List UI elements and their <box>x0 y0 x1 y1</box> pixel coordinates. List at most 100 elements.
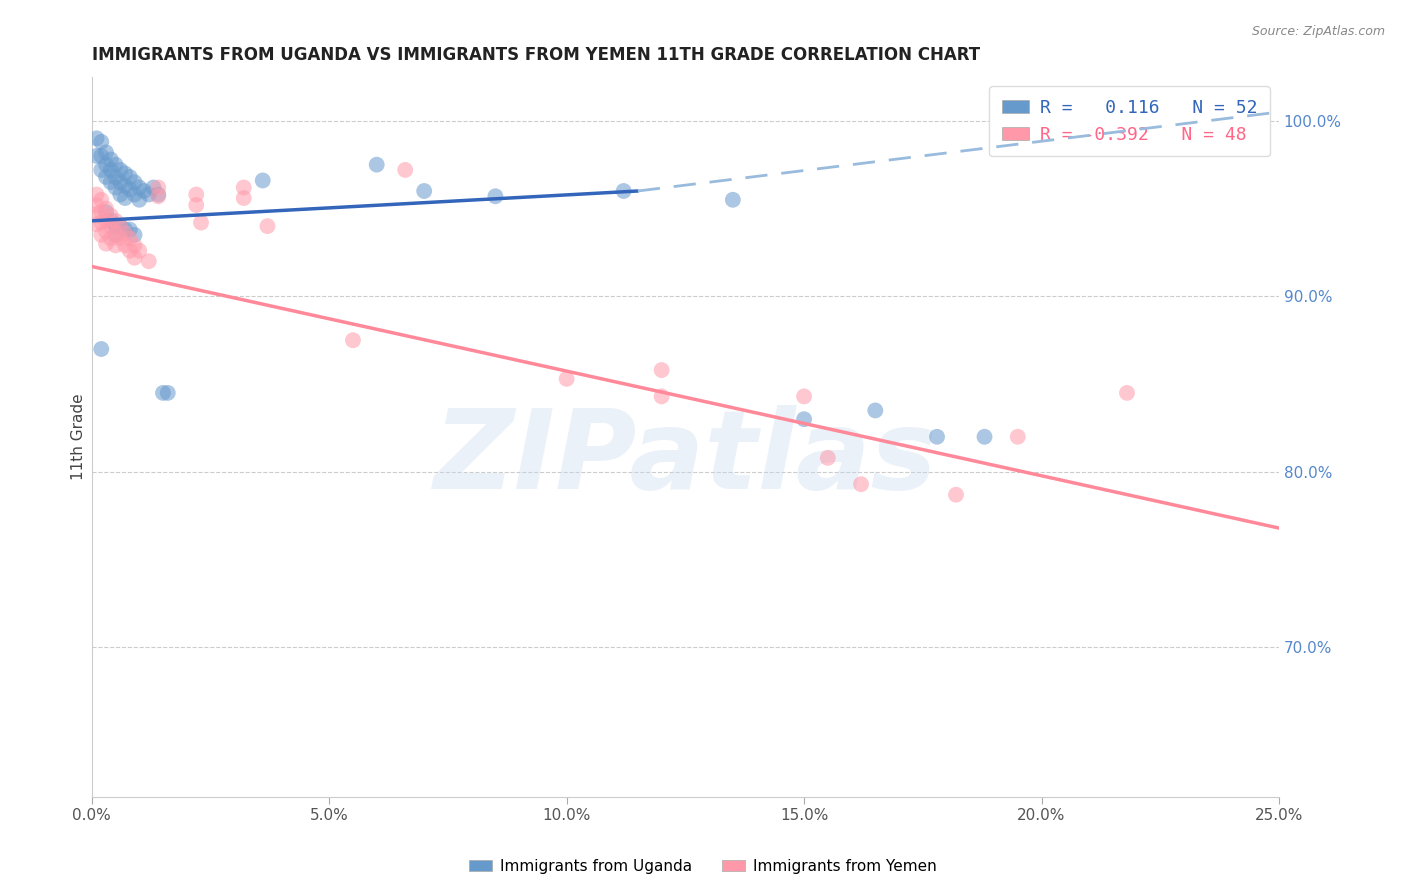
Point <box>100 231 122 245</box>
Point <box>94 158 117 172</box>
Point <box>104 226 127 240</box>
Point <box>118 231 141 245</box>
Point <box>90 227 112 242</box>
Point <box>114 166 136 180</box>
Point <box>142 180 165 194</box>
Point <box>104 180 127 194</box>
Point <box>104 158 127 172</box>
Point <box>114 226 136 240</box>
Point <box>94 205 117 219</box>
Point <box>104 238 127 252</box>
Point <box>118 244 141 258</box>
Point <box>90 163 112 178</box>
Point <box>252 173 274 187</box>
Point <box>721 193 744 207</box>
Point <box>366 158 388 172</box>
Point <box>94 169 117 184</box>
Point <box>156 385 179 400</box>
Legend: Immigrants from Uganda, Immigrants from Yemen: Immigrants from Uganda, Immigrants from … <box>463 853 943 880</box>
Point <box>124 187 146 202</box>
Point <box>114 191 136 205</box>
Point <box>186 187 208 202</box>
Point <box>1116 385 1139 400</box>
Point <box>190 216 212 230</box>
Point <box>945 488 967 502</box>
Point <box>613 184 636 198</box>
Point <box>925 430 948 444</box>
Point <box>110 187 132 202</box>
Point <box>86 207 108 221</box>
Point <box>86 149 108 163</box>
Point <box>114 238 136 252</box>
Point <box>413 184 436 198</box>
Legend: R =   0.116   N = 52, R = -0.392   N = 48: R = 0.116 N = 52, R = -0.392 N = 48 <box>990 86 1270 156</box>
Point <box>100 219 122 233</box>
Point <box>90 193 112 207</box>
Point <box>186 198 208 212</box>
Point <box>114 222 136 236</box>
Point <box>94 145 117 160</box>
Point <box>90 342 112 356</box>
Point <box>86 131 108 145</box>
Point <box>86 187 108 202</box>
Point <box>110 175 132 189</box>
Point <box>118 222 141 236</box>
Point <box>100 175 122 189</box>
Text: ZIPatlas: ZIPatlas <box>433 405 938 512</box>
Point <box>555 372 578 386</box>
Point <box>1007 430 1029 444</box>
Point <box>342 333 364 347</box>
Point <box>110 219 132 233</box>
Point <box>232 191 254 205</box>
Point <box>124 251 146 265</box>
Point <box>90 135 112 149</box>
Point <box>110 163 132 178</box>
Point <box>128 180 150 194</box>
Point <box>148 189 170 203</box>
Point <box>148 187 170 202</box>
Point <box>132 184 155 198</box>
Point <box>118 182 141 196</box>
Point <box>90 205 112 219</box>
Point <box>100 209 122 223</box>
Point <box>793 389 815 403</box>
Point <box>793 412 815 426</box>
Point <box>90 216 112 230</box>
Point <box>104 219 127 233</box>
Point <box>124 238 146 252</box>
Point <box>118 169 141 184</box>
Y-axis label: 11th Grade: 11th Grade <box>72 393 86 480</box>
Text: IMMIGRANTS FROM UGANDA VS IMMIGRANTS FROM YEMEN 11TH GRADE CORRELATION CHART: IMMIGRANTS FROM UGANDA VS IMMIGRANTS FRO… <box>91 46 980 64</box>
Point <box>100 214 122 228</box>
Point <box>104 169 127 184</box>
Point <box>138 254 160 268</box>
Point <box>849 477 872 491</box>
Point <box>104 214 127 228</box>
Point <box>128 244 150 258</box>
Point <box>90 149 112 163</box>
Point <box>817 450 839 465</box>
Point <box>110 231 132 245</box>
Point <box>86 198 108 212</box>
Point <box>86 218 108 232</box>
Point <box>104 227 127 242</box>
Point <box>94 236 117 251</box>
Point <box>651 363 673 377</box>
Point <box>124 175 146 189</box>
Point <box>114 178 136 193</box>
Point <box>152 385 174 400</box>
Point <box>484 189 506 203</box>
Point <box>651 389 673 403</box>
Point <box>973 430 995 444</box>
Point <box>148 180 170 194</box>
Point <box>138 187 160 202</box>
Point <box>124 227 146 242</box>
Point <box>865 403 887 417</box>
Point <box>394 163 416 178</box>
Text: Source: ZipAtlas.com: Source: ZipAtlas.com <box>1251 25 1385 38</box>
Point <box>100 163 122 178</box>
Point <box>100 153 122 167</box>
Point <box>256 219 278 233</box>
Point <box>110 219 132 233</box>
Point <box>94 224 117 238</box>
